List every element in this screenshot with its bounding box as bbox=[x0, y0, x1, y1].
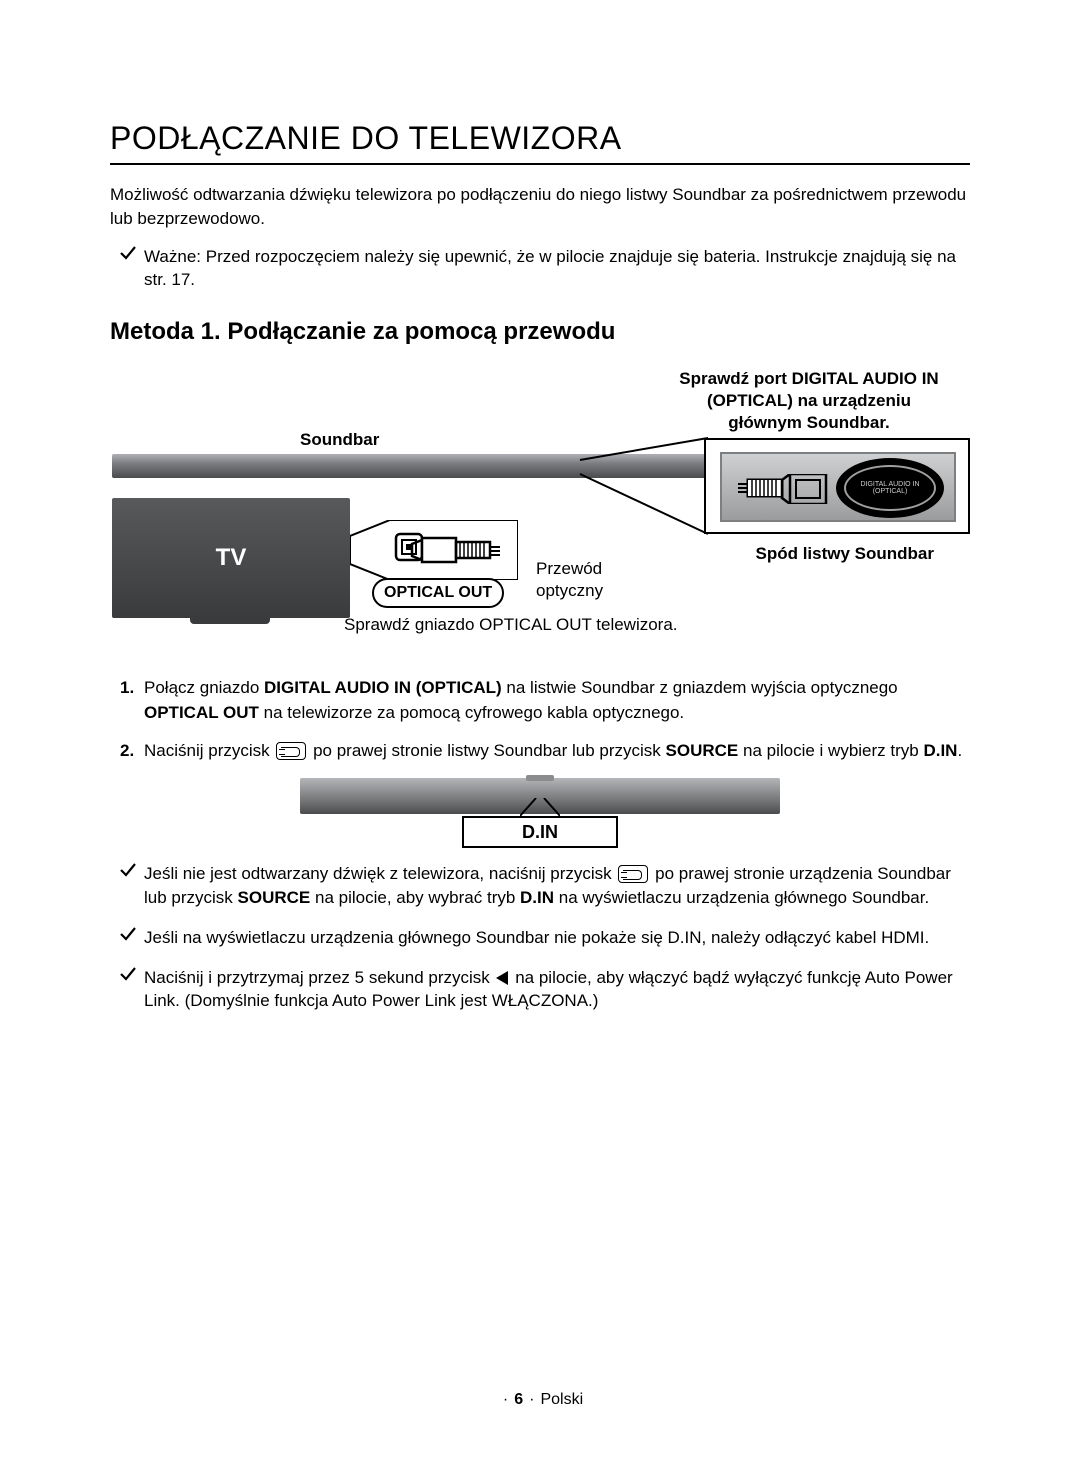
check-icon bbox=[120, 862, 140, 884]
step-2: 2. Naciśnij przycisk po prawej stronie l… bbox=[110, 739, 970, 764]
soundbar-label: Soundbar bbox=[300, 430, 379, 450]
tv-device: TV bbox=[112, 498, 350, 618]
intro-text: Możliwość odtwarzania dźwięku telewizora… bbox=[110, 183, 970, 231]
step-number: 2. bbox=[120, 739, 144, 764]
optical-out-label: OPTICAL OUT bbox=[372, 578, 504, 608]
note-1: Jeśli nie jest odtwarzany dźwięk z telew… bbox=[110, 862, 970, 910]
optical-port-icon: DIGITAL AUDIO IN (OPTICAL) bbox=[836, 458, 944, 518]
optical-plug-icon bbox=[738, 474, 828, 504]
din-connector-lines bbox=[520, 798, 560, 818]
source-icon bbox=[618, 865, 648, 883]
port-text-l1: DIGITAL AUDIO IN bbox=[860, 481, 919, 489]
port-text-l2: (OPTICAL) bbox=[873, 488, 908, 496]
cable-label: Przewód optyczny bbox=[536, 558, 603, 602]
din-diagram: D.IN bbox=[300, 778, 780, 848]
soundbar-notch bbox=[526, 775, 554, 781]
port-detail-panel: DIGITAL AUDIO IN (OPTICAL) bbox=[720, 452, 956, 522]
page-footer: ·6·Polski bbox=[0, 1391, 1080, 1409]
check-icon bbox=[120, 966, 140, 988]
check-icon bbox=[120, 245, 140, 267]
port-instruction-label: Sprawdź port DIGITAL AUDIO IN (OPTICAL) … bbox=[674, 368, 944, 434]
page-title: PODŁĄCZANIE DO TELEWIZORA bbox=[110, 120, 970, 165]
tv-label: TV bbox=[216, 544, 247, 572]
language-label: Polski bbox=[540, 1391, 583, 1408]
soundbar-bottom-label: Spód listwy Soundbar bbox=[755, 544, 934, 564]
source-icon bbox=[276, 742, 306, 760]
steps-list: 1. Połącz gniazdo DIGITAL AUDIO IN (OPTI… bbox=[110, 676, 970, 764]
page-number: 6 bbox=[514, 1391, 523, 1408]
important-note-text: Ważne: Przed rozpoczęciem należy się upe… bbox=[144, 245, 970, 293]
left-arrow-icon bbox=[496, 971, 508, 985]
step-number: 1. bbox=[120, 676, 144, 725]
method-heading: Metoda 1. Podłączanie za pomocą przewodu bbox=[110, 318, 970, 346]
port-detail: DIGITAL AUDIO IN (OPTICAL) bbox=[704, 438, 970, 534]
step-1: 1. Połącz gniazdo DIGITAL AUDIO IN (OPTI… bbox=[110, 676, 970, 725]
tv-stand bbox=[190, 618, 270, 624]
check-icon bbox=[120, 926, 140, 948]
callout-lines bbox=[580, 440, 714, 540]
din-display: D.IN bbox=[462, 816, 618, 848]
connection-diagram: Sprawdź port DIGITAL AUDIO IN (OPTICAL) … bbox=[110, 368, 970, 658]
note-3: Naciśnij i przytrzymaj przez 5 sekund pr… bbox=[110, 966, 970, 1014]
important-note: Ważne: Przed rozpoczęciem należy się upe… bbox=[110, 245, 970, 293]
note-2: Jeśli na wyświetlaczu urządzenia główneg… bbox=[110, 926, 970, 950]
cable-plug-icon bbox=[394, 536, 504, 569]
optical-out-desc: Sprawdź gniazdo OPTICAL OUT telewizora. bbox=[344, 614, 678, 636]
